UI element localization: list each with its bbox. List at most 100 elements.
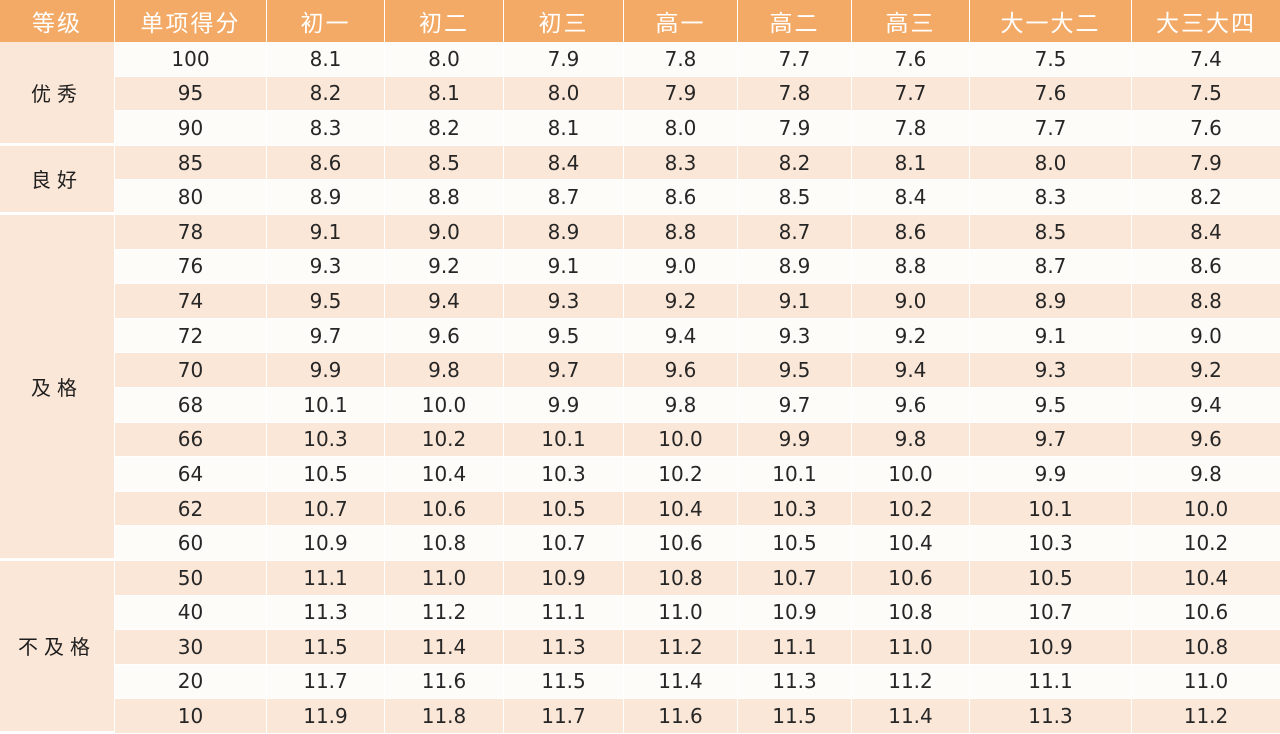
time-cell: 9.3 [738,318,852,354]
time-cell: 8.8 [624,214,738,250]
time-cell: 11.7 [267,664,385,700]
time-cell: 11.9 [267,699,385,734]
time-cell: 8.1 [504,111,624,146]
time-cell: 10.6 [385,491,504,527]
time-cell: 8.6 [852,214,970,250]
time-cell: 8.8 [385,180,504,215]
table-row: 76 9.3 9.2 9.1 9.0 8.9 8.8 8.7 8.6 [0,249,1280,285]
time-cell: 8.4 [852,180,970,215]
time-cell: 10.1 [970,491,1132,527]
time-cell: 10.2 [624,457,738,492]
time-cell: 10.4 [385,457,504,492]
table-row: 良好 85 8.6 8.5 8.4 8.3 8.2 8.1 8.0 7.9 [0,145,1280,215]
time-cell: 8.5 [970,214,1132,250]
time-cell: 9.0 [624,249,738,285]
table-row: 68 10.1 10.0 9.9 9.8 9.7 9.6 9.5 9.4 [0,387,1280,423]
time-cell: 9.5 [504,318,624,354]
time-cell: 10.6 [852,560,970,596]
time-cell: 9.4 [385,284,504,319]
time-cell: 10.5 [738,526,852,561]
time-cell: 9.8 [852,422,970,458]
time-cell: 9.6 [385,318,504,354]
table-header: 等级 单项得分 初一 初二 初三 高一 高二 高三 大一大二 大三大四 [0,0,1280,42]
time-cell: 8.3 [970,180,1132,215]
time-cell: 7.9 [624,76,738,112]
time-cell: 10.9 [970,630,1132,665]
table-row: 及格 78 9.1 9.0 8.9 8.8 8.7 8.6 8.5 8.4 [0,214,1280,561]
score-cell: 66 [115,422,267,458]
time-cell: 8.0 [504,76,624,112]
time-cell: 7.8 [852,111,970,146]
header-grade-7: 初一 [267,0,385,42]
time-cell: 8.5 [738,180,852,215]
time-cell: 10.0 [385,387,504,423]
score-cell: 20 [115,664,267,700]
table-row: 60 10.9 10.8 10.7 10.6 10.5 10.4 10.3 10.2 [0,526,1280,561]
time-cell: 10.3 [267,422,385,458]
score-cell: 85 [115,145,267,181]
grade-label: 良好 [0,145,115,215]
time-cell: 11.3 [504,630,624,665]
time-cell: 10.7 [970,595,1132,631]
time-cell: 7.6 [852,42,970,77]
table-row: 30 11.5 11.4 11.3 11.2 11.1 11.0 10.9 10.8 [0,630,1280,665]
time-cell: 9.7 [738,387,852,423]
score-cell: 60 [115,526,267,561]
table-row: 66 10.3 10.2 10.1 10.0 9.9 9.8 9.7 9.6 [0,422,1280,458]
time-cell: 9.4 [1132,387,1280,423]
time-cell: 7.8 [738,76,852,112]
time-cell: 9.9 [738,422,852,458]
time-cell: 9.9 [504,387,624,423]
time-cell: 10.0 [852,457,970,492]
score-cell: 68 [115,387,267,423]
time-cell: 8.9 [504,214,624,250]
time-cell: 9.2 [385,249,504,285]
score-cell: 95 [115,76,267,112]
time-cell: 8.6 [1132,249,1280,285]
time-cell: 10.3 [504,457,624,492]
time-cell: 8.2 [1132,180,1280,215]
time-cell: 10.4 [624,491,738,527]
time-cell: 8.6 [267,145,385,181]
table-row: 64 10.5 10.4 10.3 10.2 10.1 10.0 9.9 9.8 [0,457,1280,492]
time-cell: 9.8 [385,353,504,388]
time-cell: 9.3 [504,284,624,319]
time-cell: 10.2 [1132,526,1280,561]
score-cell: 76 [115,249,267,285]
time-cell: 10.1 [267,387,385,423]
time-cell: 8.1 [852,145,970,181]
header-grade-12: 高三 [852,0,970,42]
grade-label: 优秀 [0,42,115,146]
time-cell: 9.5 [267,284,385,319]
table-row: 90 8.3 8.2 8.1 8.0 7.9 7.8 7.7 7.6 [0,111,1280,146]
time-cell: 10.0 [624,422,738,458]
time-cell: 8.9 [267,180,385,215]
time-cell: 10.1 [738,457,852,492]
time-cell: 9.1 [738,284,852,319]
time-cell: 7.5 [970,42,1132,77]
time-cell: 8.2 [267,76,385,112]
time-cell: 9.7 [504,353,624,388]
time-cell: 11.5 [267,630,385,665]
time-cell: 9.5 [738,353,852,388]
header-college-1-2: 大一大二 [970,0,1132,42]
time-cell: 10.9 [504,560,624,596]
time-cell: 10.0 [1132,491,1280,527]
table-row: 优秀 100 8.1 8.0 7.9 7.8 7.7 7.6 7.5 7.4 [0,42,1280,146]
time-cell: 7.4 [1132,42,1280,77]
score-cell: 40 [115,595,267,631]
header-grade-11: 高二 [738,0,852,42]
time-cell: 8.4 [1132,214,1280,250]
time-cell: 11.0 [852,630,970,665]
time-cell: 9.4 [852,353,970,388]
time-cell: 9.3 [970,353,1132,388]
score-cell: 62 [115,491,267,527]
time-cell: 11.6 [624,699,738,734]
time-cell: 10.9 [267,526,385,561]
time-cell: 8.0 [385,42,504,77]
time-cell: 10.8 [1132,630,1280,665]
time-cell: 10.8 [852,595,970,631]
time-cell: 9.8 [1132,457,1280,492]
time-cell: 11.6 [385,664,504,700]
time-cell: 10.6 [624,526,738,561]
